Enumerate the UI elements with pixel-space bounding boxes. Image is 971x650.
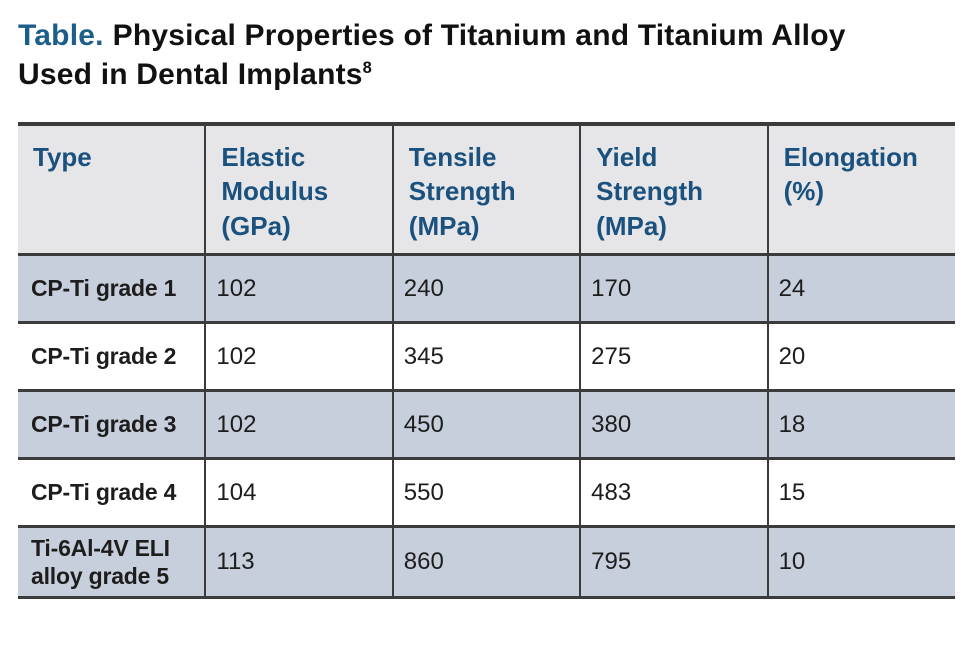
table-row: CP-Ti grade 2 102 345 275 20 — [18, 322, 955, 392]
header-elongation: Elongation (%) — [766, 124, 955, 256]
table-header: Type Elastic Modulus (GPa) Tensile Stren… — [18, 124, 955, 256]
physical-properties-table: Type Elastic Modulus (GPa) Tensile Stren… — [18, 122, 955, 600]
row-type-label: Ti-6Al-4V ELI alloy grade 5 — [18, 526, 206, 600]
cell-elongation: 18 — [766, 390, 955, 460]
row-type-label: CP-Ti grade 4 — [18, 458, 206, 528]
header-tensile-strength: Tensile Strength (MPa) — [391, 124, 581, 256]
row-type-label: CP-Ti grade 2 — [18, 322, 206, 392]
header-yield-strength: Yield Strength (MPa) — [579, 124, 768, 256]
page: Table. Physical Properties of Titanium an… — [0, 16, 971, 650]
header-row: Type Elastic Modulus (GPa) Tensile Stren… — [18, 124, 955, 256]
cell-elastic-modulus: 102 — [204, 254, 393, 324]
cell-elastic-modulus: 113 — [204, 526, 393, 600]
cell-elastic-modulus: 102 — [204, 322, 393, 392]
cell-yield-strength: 170 — [579, 254, 768, 324]
citation-superscript: 8 — [362, 59, 373, 77]
cell-yield-strength: 795 — [579, 526, 768, 600]
header-type: Type — [18, 124, 206, 256]
row-type-label: CP-Ti grade 1 — [18, 254, 206, 324]
table-body: CP-Ti grade 1 102 240 170 24 CP-Ti grade… — [18, 254, 955, 600]
table-row: CP-Ti grade 3 102 450 380 18 — [18, 390, 955, 460]
cell-elongation: 24 — [766, 254, 955, 324]
cell-elastic-modulus: 104 — [204, 458, 393, 528]
cell-elongation: 15 — [766, 458, 955, 528]
cell-tensile-strength: 450 — [391, 390, 581, 460]
table-title-label: Table. — [18, 19, 104, 52]
cell-elongation: 20 — [766, 322, 955, 392]
cell-tensile-strength: 345 — [391, 322, 581, 392]
cell-tensile-strength: 860 — [391, 526, 581, 600]
cell-elastic-modulus: 102 — [204, 390, 393, 460]
table-row: CP-Ti grade 1 102 240 170 24 — [18, 254, 955, 324]
cell-yield-strength: 380 — [579, 390, 768, 460]
cell-tensile-strength: 240 — [391, 254, 581, 324]
table-row: Ti-6Al-4V ELI alloy grade 5 113 860 795 … — [18, 526, 955, 600]
header-elastic-modulus: Elastic Modulus (GPa) — [204, 124, 393, 256]
cell-tensile-strength: 550 — [391, 458, 581, 528]
table-title-text: Physical Properties of Titanium and Tita… — [18, 19, 846, 91]
cell-yield-strength: 275 — [579, 322, 768, 392]
cell-elongation: 10 — [766, 526, 955, 600]
table-row: CP-Ti grade 4 104 550 483 15 — [18, 458, 955, 528]
cell-yield-strength: 483 — [579, 458, 768, 528]
table-title: Table. Physical Properties of Titanium an… — [18, 16, 923, 94]
row-type-label: CP-Ti grade 3 — [18, 390, 206, 460]
